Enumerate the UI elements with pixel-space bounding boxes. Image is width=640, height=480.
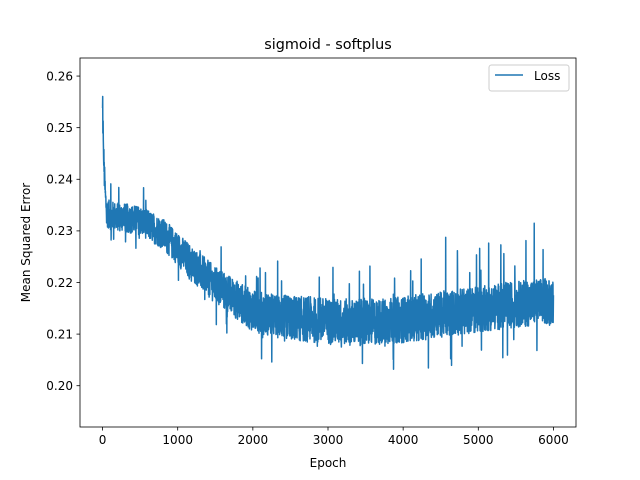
chart-title: sigmoid - softplus xyxy=(264,37,391,53)
y-axis: 0.20 0.21 0.22 0.23 0.24 0.25 0.26 xyxy=(46,69,80,393)
x-tick-label: 3000 xyxy=(313,433,344,447)
y-tick-label: 0.24 xyxy=(46,173,73,187)
x-tick-label: 6000 xyxy=(538,433,569,447)
x-axis: 0 1000 2000 3000 4000 5000 6000 xyxy=(99,427,569,447)
y-axis-label: Mean Squared Error xyxy=(19,183,33,303)
x-tick-label: 0 xyxy=(99,433,107,447)
series-line-loss xyxy=(101,95,555,370)
y-tick-label: 0.23 xyxy=(46,224,73,238)
y-tick-label: 0.21 xyxy=(46,327,73,341)
x-axis-label: Epoch xyxy=(310,456,347,470)
y-tick-label: 0.20 xyxy=(46,379,73,393)
plot-data-area xyxy=(101,95,555,370)
legend-box xyxy=(488,64,570,92)
legend-label-loss: Loss xyxy=(534,69,560,83)
x-tick-label: 5000 xyxy=(463,433,494,447)
legend: Loss xyxy=(488,64,570,92)
x-tick-label: 2000 xyxy=(238,433,269,447)
y-tick-label: 0.22 xyxy=(46,276,73,290)
x-tick-label: 1000 xyxy=(162,433,193,447)
y-tick-label: 0.26 xyxy=(46,69,73,83)
y-tick-label: 0.25 xyxy=(46,121,73,135)
x-tick-label: 4000 xyxy=(388,433,419,447)
